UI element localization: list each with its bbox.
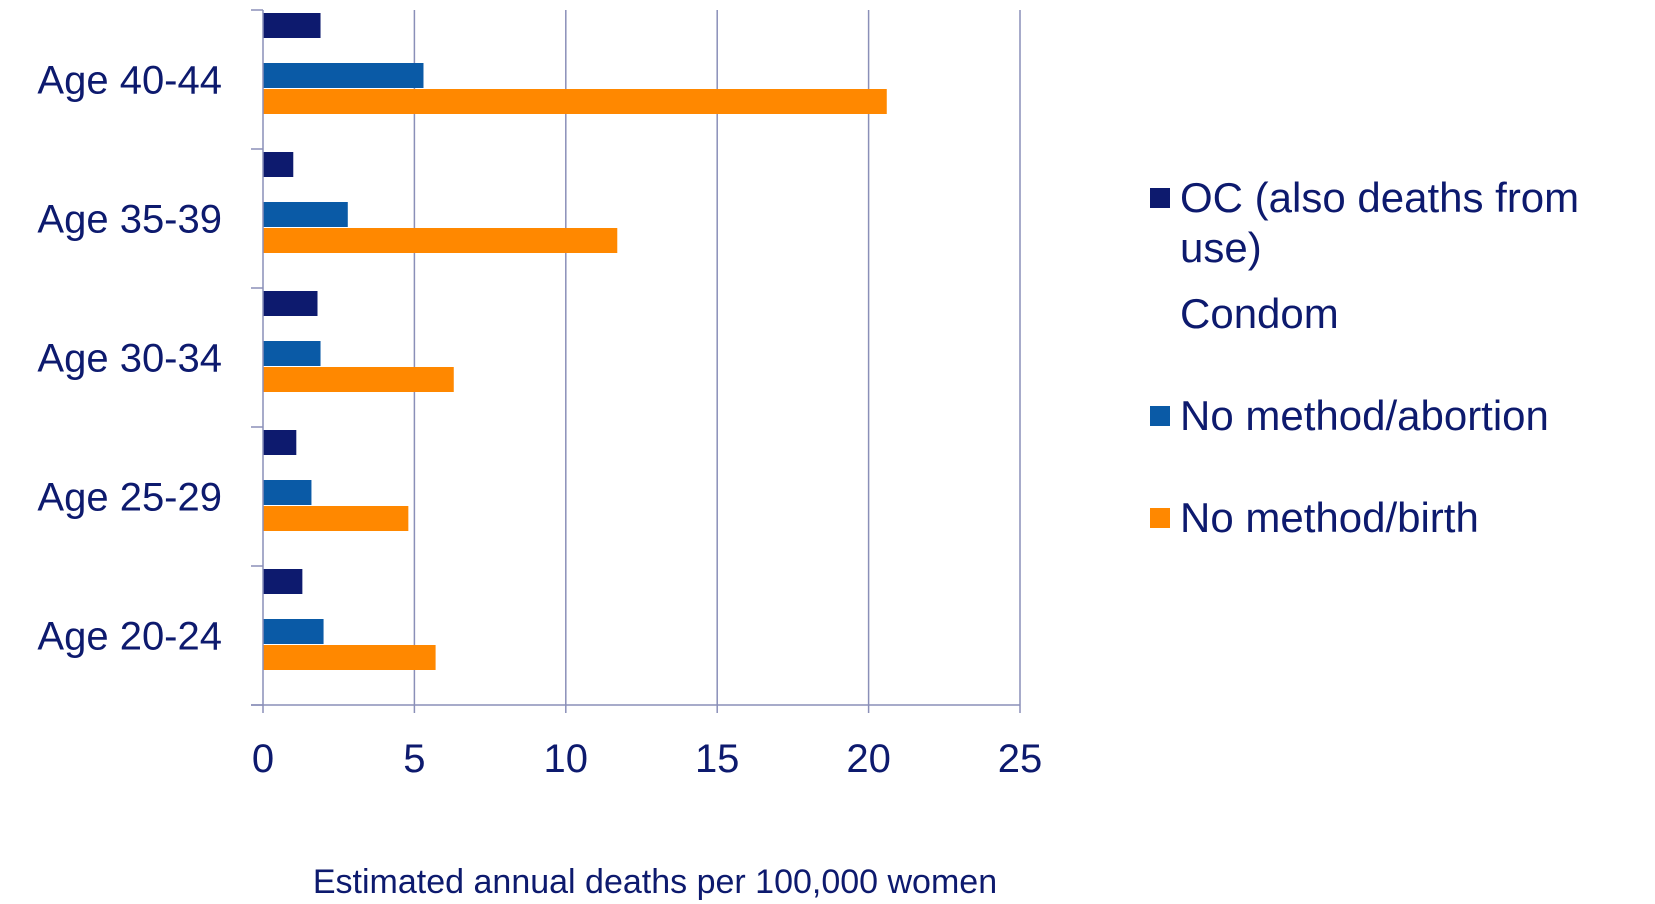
- bar: [263, 291, 318, 316]
- bar: [263, 506, 409, 531]
- bars: [263, 13, 887, 670]
- bar: [263, 619, 324, 644]
- legend-swatch-birth: [1150, 508, 1170, 528]
- tick-labels: 0 5 10 15 20 25: [252, 737, 1042, 781]
- legend-item-birth: No method/birth: [1150, 493, 1650, 543]
- bar: [263, 367, 454, 392]
- bar: [263, 152, 294, 177]
- category-label: Age 25-29: [37, 476, 222, 520]
- legend-item-oc: OC (also deaths from use): [1150, 173, 1650, 273]
- bar: [263, 341, 321, 366]
- category-labels: Age 20-24 Age 25-29 Age 30-34 Age 35-39 Age …: [37, 59, 222, 659]
- bar: [263, 645, 436, 670]
- legend-label-abortion: No method/abortion: [1180, 392, 1549, 439]
- legend-item-abortion: No method/abortion: [1150, 391, 1650, 441]
- legend-label-birth: No method/birth: [1180, 494, 1479, 541]
- bar: [263, 228, 618, 253]
- bar: [263, 202, 348, 227]
- x-tick-label: 20: [846, 737, 891, 781]
- bar: [263, 480, 312, 505]
- legend-item-condom: Condom: [1150, 289, 1650, 339]
- category-label: Age 30-34: [37, 337, 222, 381]
- bar: [263, 569, 303, 594]
- x-tick-label: 5: [403, 737, 425, 781]
- bar: [263, 13, 321, 38]
- legend-swatch-condom: [1150, 304, 1170, 324]
- legend-swatch-oc: [1150, 188, 1170, 208]
- bar: [263, 430, 297, 455]
- legend-label-condom: Condom: [1180, 290, 1339, 337]
- x-tick-label: 10: [544, 737, 589, 781]
- gridlines: [413, 10, 1021, 705]
- x-tick-label: 25: [998, 737, 1043, 781]
- legend: OC (also deaths from use) Condom No meth…: [1150, 173, 1650, 559]
- category-label: Age 20-24: [37, 615, 222, 659]
- x-axis-title: Estimated annual deaths per 100,000 wome…: [313, 863, 997, 901]
- bar: [263, 63, 424, 88]
- axes: [251, 9, 1021, 713]
- x-tick-label: 0: [252, 737, 274, 781]
- bar: [263, 89, 887, 114]
- legend-swatch-abortion: [1150, 406, 1170, 426]
- category-label: Age 40-44: [37, 59, 222, 103]
- x-tick-label: 15: [695, 737, 740, 781]
- legend-label-oc: OC (also deaths from use): [1180, 174, 1580, 271]
- category-label: Age 35-39: [37, 198, 222, 242]
